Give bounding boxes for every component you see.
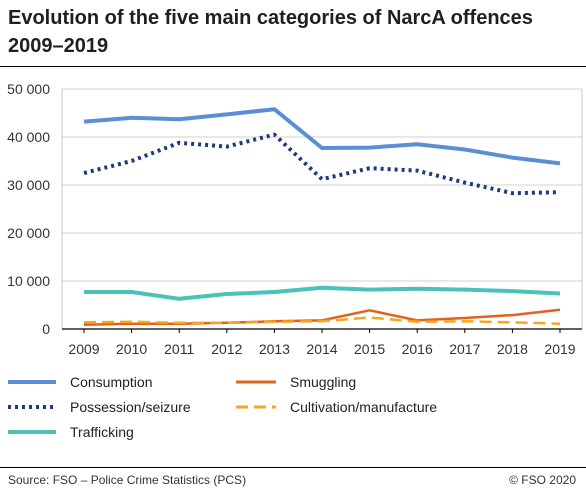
x-tick-label: 2010 <box>116 341 147 357</box>
legend-swatch-possession-seizure <box>8 405 56 409</box>
legend-swatch-consumption <box>8 380 56 384</box>
x-tick-label: 2016 <box>402 341 433 357</box>
legend-label-consumption: Consumption <box>70 374 153 390</box>
copyright-note: © FSO 2020 <box>509 473 576 487</box>
legend-label-smuggling: Smuggling <box>290 374 357 390</box>
x-tick-label: 2015 <box>354 341 385 357</box>
legend-item-cultivation-manufacture[interactable]: Cultivation/manufacture <box>236 395 437 419</box>
x-tick-label: 2019 <box>544 341 575 357</box>
series-line-possession-seizure <box>83 132 561 196</box>
y-tick-label: 20 000 <box>7 225 50 241</box>
legend-label-possession-seizure: Possession/seizure <box>70 399 191 415</box>
x-tick-label: 2012 <box>211 341 242 357</box>
legend-swatch-trafficking <box>8 430 56 434</box>
title-divider <box>0 66 586 67</box>
tick-layer: 0 10 000 20 000 30 000 40 000 50 000 2009 2010 2… <box>7 81 582 357</box>
line-chart: 0 10 000 20 000 30 000 40 000 50 000 2009 2010 2… <box>7 81 583 357</box>
legend-item-smuggling[interactable]: Smuggling <box>236 370 356 394</box>
footer-divider <box>0 467 586 468</box>
x-tick-label: 2018 <box>497 341 528 357</box>
series-line-cultivation-manufacture <box>83 316 561 325</box>
series-layer <box>83 107 561 326</box>
y-tick-label: 10 000 <box>7 273 50 289</box>
x-tick-label: 2014 <box>306 341 337 357</box>
legend-item-possession-seizure[interactable]: Possession/seizure <box>8 395 191 419</box>
x-tick-label: 2011 <box>164 341 194 357</box>
y-tick-label: 0 <box>42 321 50 337</box>
legend-item-trafficking[interactable]: Trafficking <box>8 420 134 444</box>
chart-title: Evolution of the five main categories of… <box>8 7 533 57</box>
series-line-consumption <box>83 107 561 166</box>
legend-label-cultivation-manufacture: Cultivation/manufacture <box>290 399 438 415</box>
legend-item-consumption[interactable]: Consumption <box>8 370 153 394</box>
series-line-trafficking <box>84 285 561 301</box>
x-tick-label: 2013 <box>259 341 290 357</box>
x-tick-label: 2009 <box>68 341 99 357</box>
y-tick-label: 40 000 <box>7 129 50 145</box>
legend-swatch-smuggling <box>236 380 276 384</box>
y-tick-label: 50 000 <box>7 81 50 97</box>
source-note: Source: FSO – Police Crime Statistics (P… <box>8 473 247 487</box>
legend-label-trafficking: Trafficking <box>70 424 134 440</box>
chart-legend: Consumption Possession/seizure Trafficki… <box>0 370 586 460</box>
x-tick-label: 2017 <box>449 341 480 357</box>
legend-swatch-cultivation-manufacture <box>236 405 276 409</box>
y-tick-label: 30 000 <box>7 177 50 193</box>
